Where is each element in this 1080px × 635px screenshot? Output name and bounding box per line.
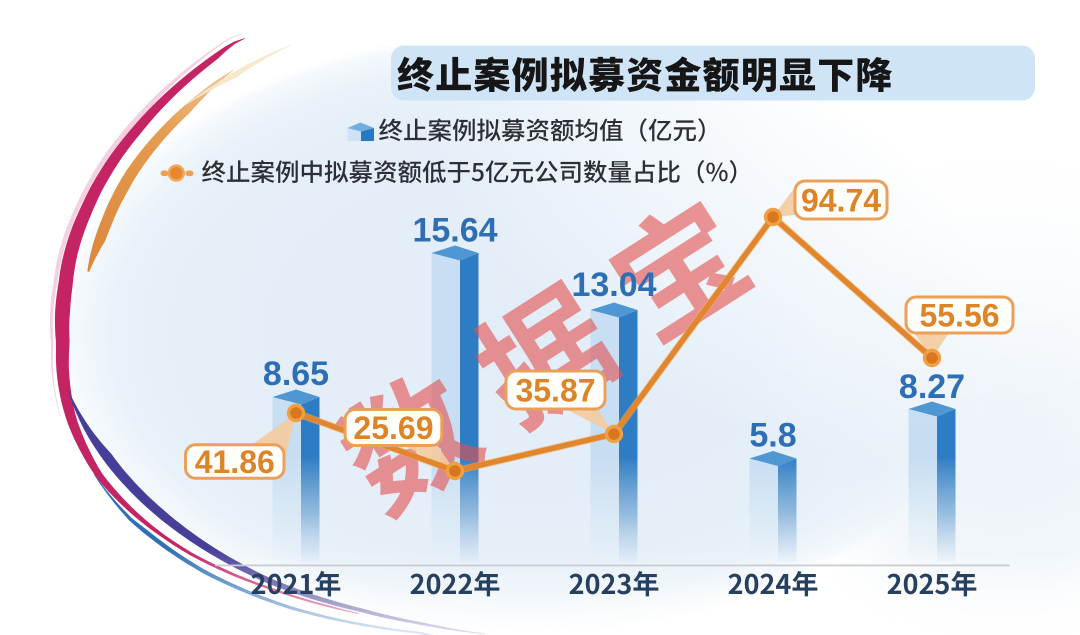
svg-text:25.69: 25.69: [353, 410, 433, 446]
svg-text:8.65: 8.65: [263, 355, 329, 393]
svg-text:8.27: 8.27: [899, 368, 965, 406]
svg-text:5.8: 5.8: [749, 417, 796, 455]
svg-text:41.86: 41.86: [195, 444, 275, 480]
svg-text:55.56: 55.56: [919, 298, 999, 334]
svg-text:13.04: 13.04: [571, 266, 656, 304]
svg-text:35.87: 35.87: [515, 373, 595, 409]
svg-text:94.74: 94.74: [801, 183, 881, 219]
svg-text:15.64: 15.64: [412, 212, 497, 250]
